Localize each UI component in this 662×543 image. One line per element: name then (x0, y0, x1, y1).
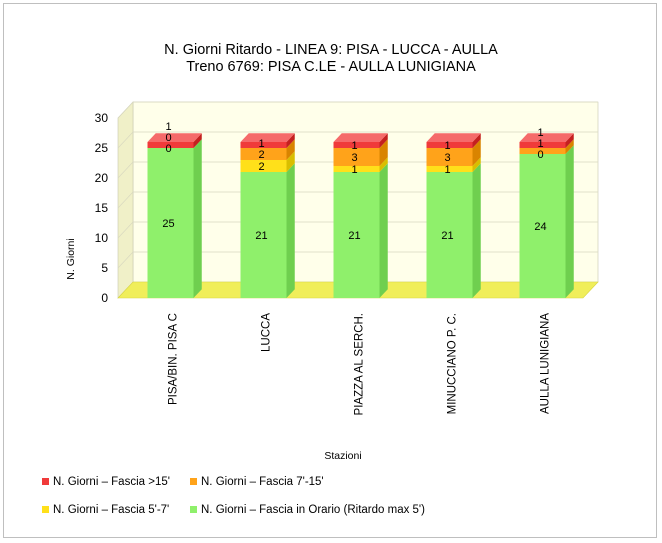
bar-segment-front (240, 172, 287, 298)
legend-label: N. Giorni – Fascia in Orario (Ritardo ma… (201, 504, 425, 516)
data-label: 0 (165, 132, 171, 144)
legend-item-over-15: N. Giorni – Fascia >15' (42, 476, 170, 488)
bar-segment-side (286, 139, 295, 160)
data-label: 21 (441, 230, 453, 242)
data-label: 1 (351, 164, 357, 176)
bar-segment-side (472, 163, 481, 298)
data-label: 0 (537, 149, 543, 161)
chart-title: N. Giorni Ritardo - LINEA 9: PISA - LUCC… (164, 42, 498, 58)
bar-segment-side (565, 133, 574, 148)
legend-item-5-7: N. Giorni – Fascia 5'-7' (42, 504, 169, 516)
legend-label: N. Giorni – Fascia 5'-7' (53, 504, 170, 516)
bar-segment-side (286, 133, 295, 148)
y-tick-label: 0 (101, 291, 108, 305)
chart-subtitle: Treno 6769: PISA C.LE - AULLA LUNIGIANA (186, 59, 476, 75)
bar-segment-side (286, 163, 295, 298)
bar-segment-front (240, 148, 287, 160)
data-label: 1 (537, 127, 543, 139)
bar-segment-side (472, 157, 481, 172)
bar-segment-side (193, 139, 202, 298)
legend-swatch-orange (190, 478, 197, 485)
bar-segment-front (240, 160, 287, 172)
data-label: 1 (537, 138, 543, 150)
bar-segment-side (379, 157, 388, 172)
bar-segment-side (472, 139, 481, 166)
bar-segment-front (519, 148, 566, 154)
chart-frame (3, 3, 657, 538)
data-label: 3 (444, 152, 450, 164)
bar-segment-side (286, 151, 295, 172)
bar-top (147, 133, 202, 142)
data-label: 0 (165, 143, 171, 155)
legend-swatch-red (42, 478, 49, 485)
gridline (117, 131, 134, 149)
data-label: 1 (165, 121, 171, 133)
bar-segment-side (193, 133, 202, 148)
bar-segment-front (333, 142, 380, 148)
gridline (117, 191, 134, 209)
data-label: 25 (162, 218, 174, 230)
bar-top (333, 133, 388, 142)
bar-top (519, 133, 574, 142)
gridline (117, 221, 134, 239)
legend-swatch-yellow (42, 506, 49, 513)
bar-segment-front (240, 142, 287, 148)
gridline (117, 251, 134, 269)
bar-segment-front (147, 148, 194, 298)
data-label: 1 (444, 164, 450, 176)
x-tick-label: PISA/BIN. PISA C (168, 313, 180, 405)
legend-swatch-green (190, 506, 197, 513)
bar-segment-side (379, 139, 388, 166)
legend-item-in-orario: N. Giorni – Fascia in Orario (Ritardo ma… (190, 504, 425, 516)
x-tick-label: LUCCA (261, 313, 273, 352)
data-label: 3 (351, 152, 357, 164)
gridline (117, 101, 134, 119)
bar-segment-front (426, 148, 473, 166)
x-axis-label: Stazioni (324, 450, 361, 462)
bar-segment-side (565, 139, 574, 154)
data-label: 21 (348, 230, 360, 242)
data-label: 24 (534, 221, 546, 233)
legend-item-7-15: N. Giorni – Fascia 7'-15' (190, 476, 324, 488)
bar-segment-front (519, 142, 566, 148)
y-tick-label: 10 (95, 231, 109, 245)
bar-segment-side (472, 133, 481, 148)
bar-top (240, 133, 295, 142)
bar-segment-front (426, 172, 473, 298)
data-label: 2 (258, 149, 264, 161)
bar-segment-front (147, 142, 194, 148)
x-tick-label: AULLA LUNIGIANA (540, 313, 552, 414)
data-label: 2 (258, 161, 264, 173)
legend-label: N. Giorni – Fascia 7'-15' (201, 476, 324, 488)
gridline (117, 161, 134, 179)
x-tick-label: MINUCCIANO P. C. (447, 313, 459, 414)
bar-segment-front (333, 148, 380, 166)
data-label: 1 (258, 138, 264, 150)
bar-top (426, 133, 481, 142)
data-label: 21 (255, 230, 267, 242)
x-tick-label: PIAZZA AL SERCH. (354, 313, 366, 415)
bar-segment-side (379, 133, 388, 148)
data-label: 1 (444, 140, 450, 152)
bar-segment-front (333, 166, 380, 172)
legend-label: N. Giorni – Fascia >15' (53, 476, 170, 488)
y-tick-label: 30 (95, 111, 109, 125)
y-tick-label: 20 (95, 171, 109, 185)
bar-segment-front (333, 172, 380, 298)
bar-segment-front (426, 166, 473, 172)
data-label: 1 (351, 140, 357, 152)
bar-segment-side (379, 163, 388, 298)
y-tick-label: 5 (101, 261, 108, 275)
bar-segment-front (426, 142, 473, 148)
y-tick-label: 15 (95, 201, 109, 215)
y-tick-label: 25 (95, 141, 109, 155)
bar-segment-front (519, 154, 566, 298)
bar-segment-side (565, 145, 574, 298)
y-axis-label: N. Giorni (65, 238, 77, 279)
